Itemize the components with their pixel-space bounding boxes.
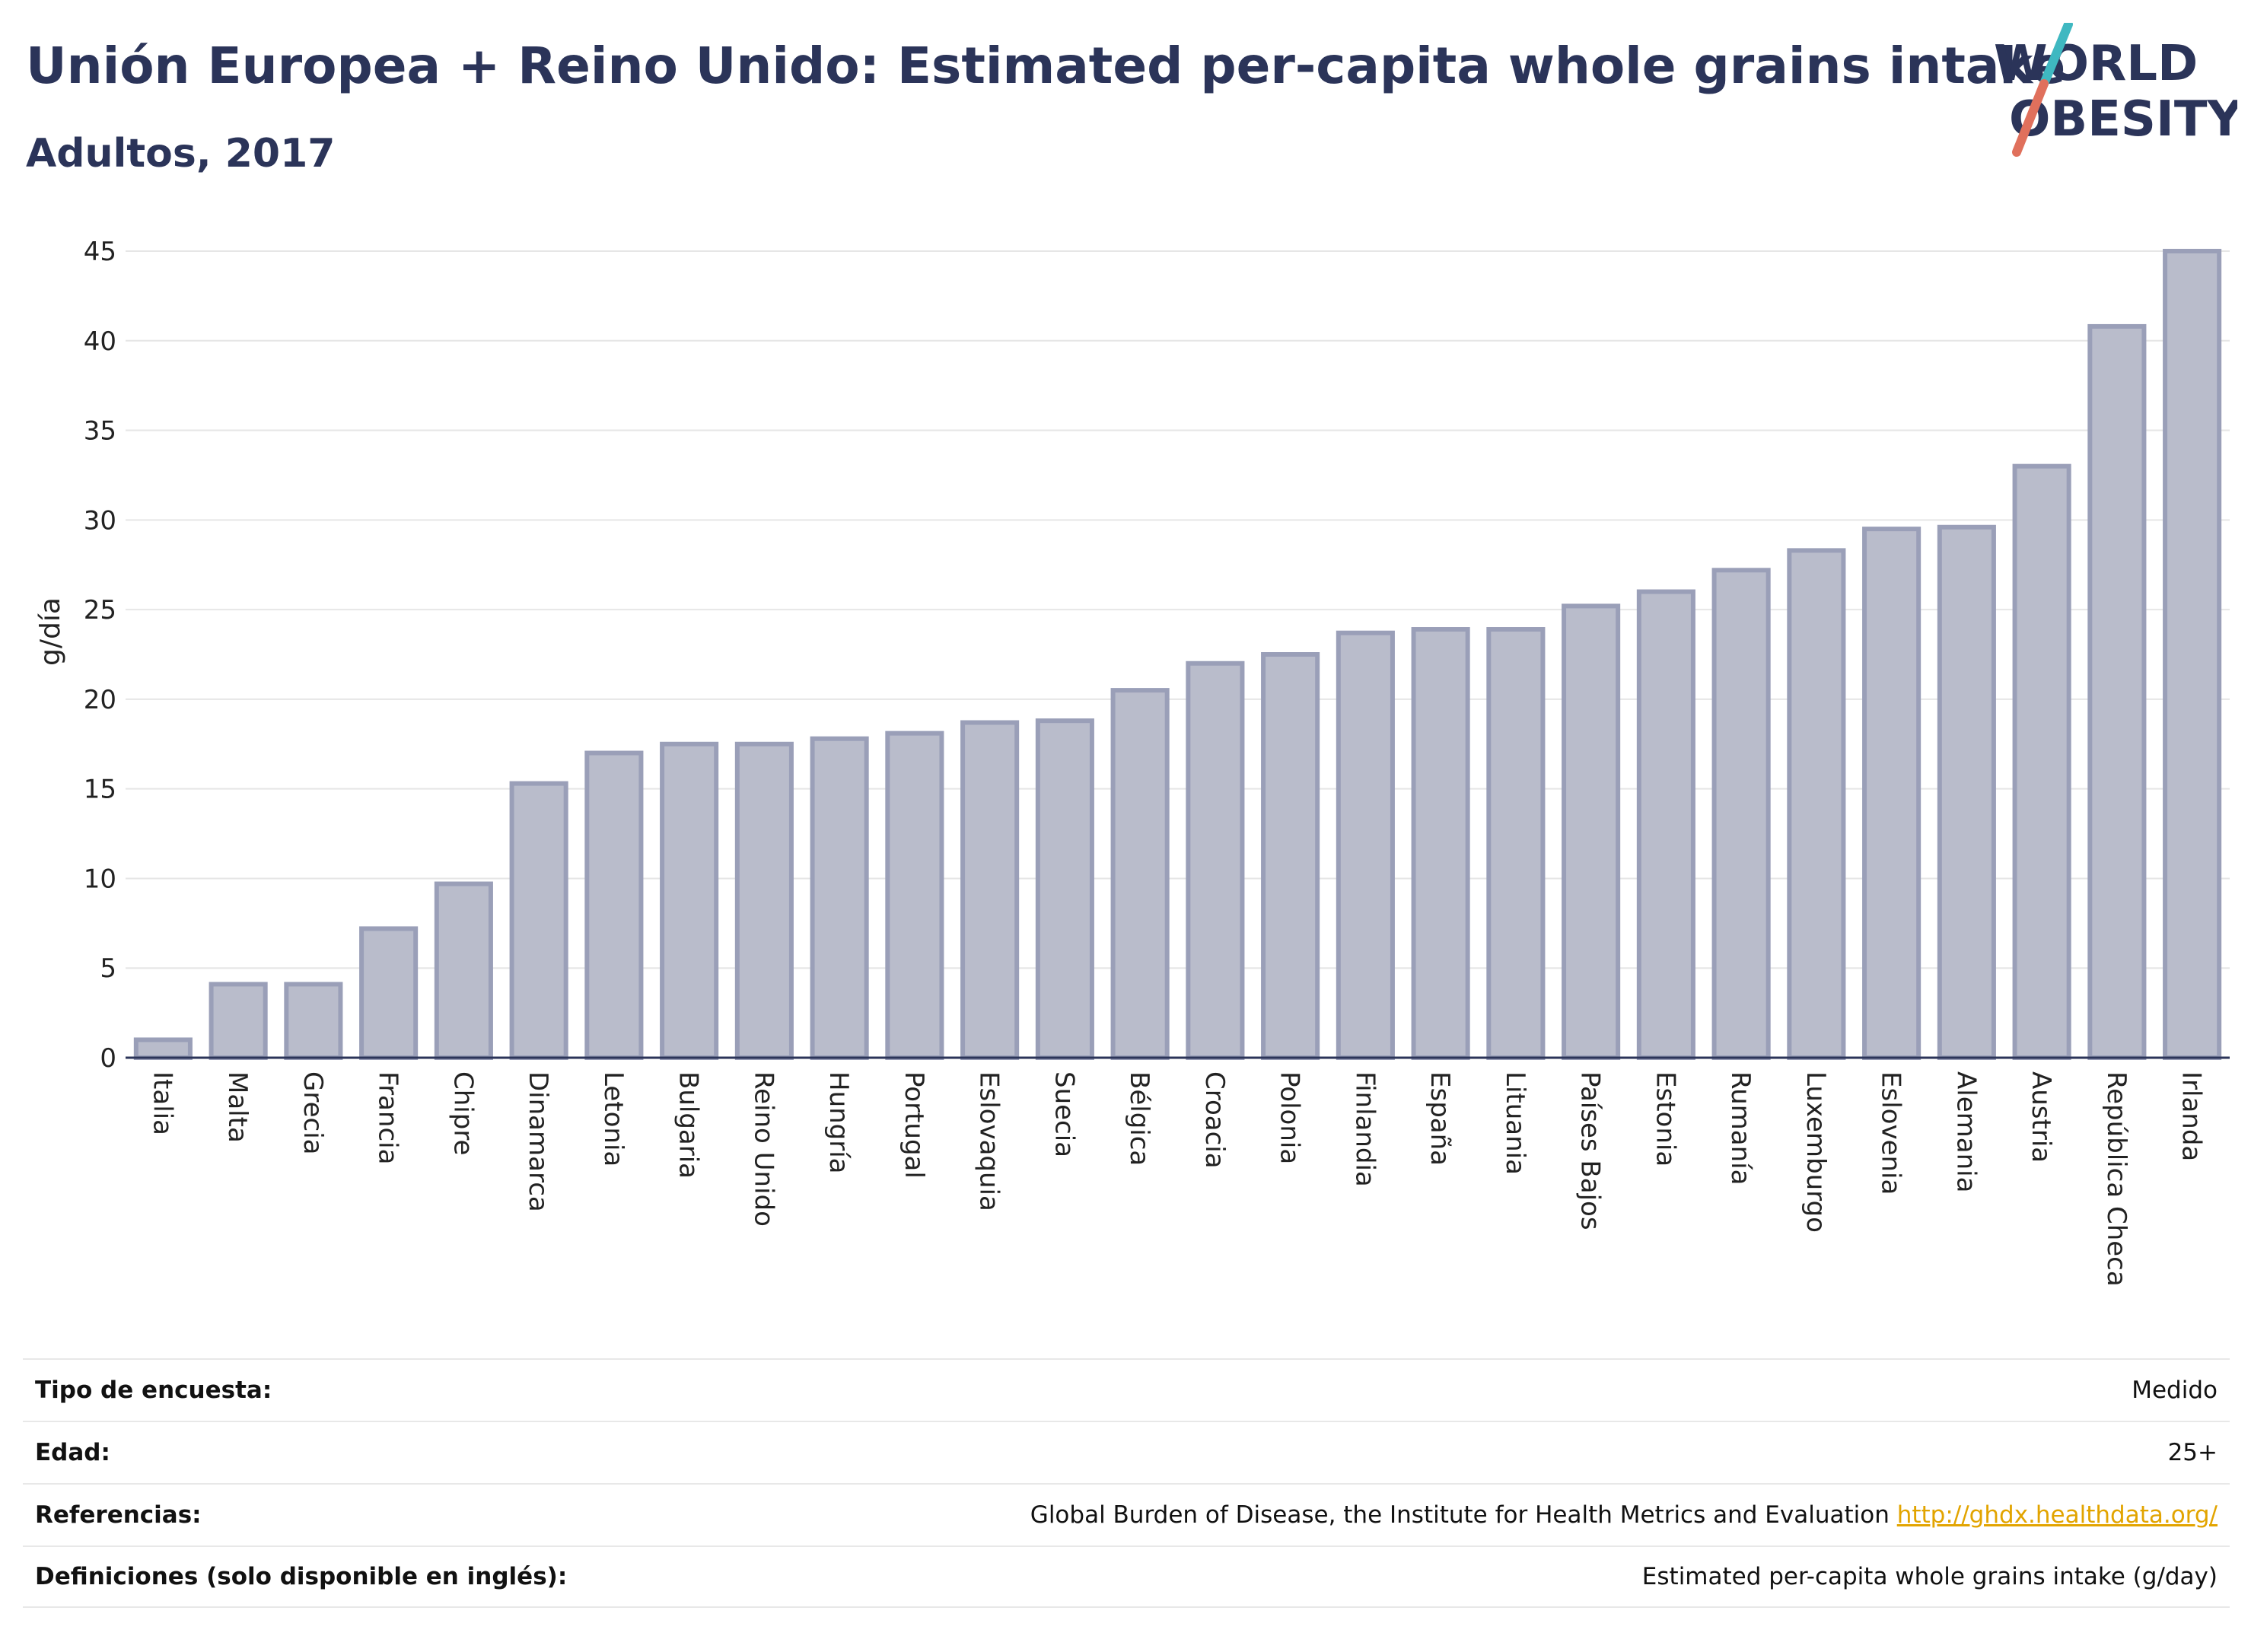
info-value: Medido [2132, 1377, 2218, 1404]
bar [660, 741, 719, 1060]
bar [584, 750, 644, 1060]
logo-line-2: OBESITY [2009, 91, 2237, 148]
x-tick-label: Alemania [1950, 1071, 1981, 1192]
info-value: Estimated per-capita whole grains intake… [1641, 1563, 2218, 1590]
info-row-survey-type: Tipo de encuesta: Medido [23, 1358, 2230, 1421]
x-axis-labels: Italia Malta Grecia Francia Chipre Dinamarca L… [147, 1071, 2206, 1287]
y-tick-label: 35 [84, 416, 116, 447]
x-tick-label: Estonia [1650, 1071, 1680, 1167]
x-tick-label: Francia [373, 1071, 403, 1164]
x-tick-label: Italia [147, 1071, 177, 1135]
bar [1711, 568, 1771, 1060]
bar [509, 781, 568, 1060]
y-tick-label: 5 [100, 953, 116, 984]
bar [1336, 630, 1395, 1060]
bar [284, 982, 343, 1061]
y-tick-label: 0 [100, 1043, 116, 1074]
chart-title: Unión Europea + Reino Unido: Estimated p… [26, 37, 2066, 95]
bar [734, 741, 794, 1060]
y-axis-ticks: 0 5 10 15 20 25 30 35 40 45 [84, 237, 116, 1074]
bar [1486, 627, 1546, 1060]
bar [885, 731, 944, 1061]
x-tick-label: Países Bajos [1575, 1071, 1606, 1230]
y-tick-label: 10 [84, 864, 116, 894]
bars [133, 249, 2222, 1061]
y-tick-label: 25 [84, 595, 116, 625]
x-tick-label: Croacia [1199, 1071, 1230, 1169]
bar [810, 736, 869, 1060]
info-label: Edad: [35, 1439, 110, 1466]
logo-slash-top [2039, 23, 2073, 88]
reference-text: Global Burden of Disease, the Institute … [1030, 1501, 1890, 1529]
info-table: Tipo de encuesta: Medido Edad: 25+ Refer… [23, 1358, 2230, 1608]
info-row-definitions: Definiciones (solo disponible en inglés)… [23, 1545, 2230, 1608]
bar [960, 720, 1020, 1060]
x-tick-label: Hungría [823, 1071, 854, 1174]
x-tick-label: Portugal [899, 1071, 929, 1179]
bar [1787, 548, 1846, 1060]
x-tick-label: Dinamarca [523, 1071, 553, 1212]
x-tick-label: España [1425, 1071, 1455, 1166]
x-tick-label: Austria [2026, 1071, 2056, 1163]
y-tick-label: 45 [84, 237, 116, 267]
bar [1937, 524, 1996, 1060]
info-row-references: Referencias: Global Burden of Disease, t… [23, 1483, 2230, 1545]
x-tick-label: Grecia [298, 1071, 328, 1154]
y-tick-label: 30 [84, 505, 116, 536]
bar [209, 982, 268, 1061]
x-tick-label: Lituania [1500, 1071, 1530, 1175]
bar [1186, 660, 1245, 1060]
x-tick-label: Letonia [598, 1071, 629, 1167]
y-tick-label: 15 [84, 775, 116, 805]
x-tick-label: Eslovenia [1876, 1071, 1906, 1195]
info-label: Definiciones (solo disponible en inglés)… [35, 1563, 568, 1590]
world-obesity-logo: WORLD OBESITY [1994, 23, 2237, 157]
bar [1411, 627, 1470, 1060]
logo-slash-bottom [2012, 79, 2049, 157]
bar [1636, 589, 1695, 1060]
info-value-references: Global Burden of Disease, the Institute … [1030, 1501, 2218, 1529]
chart-subtitle: Adultos, 2017 [26, 131, 336, 177]
x-tick-label: Chipre [447, 1071, 478, 1155]
x-tick-label: Bulgaria [673, 1071, 704, 1179]
bar [2163, 249, 2222, 1060]
y-axis-label: g/día [35, 597, 66, 666]
x-tick-label: Rumanía [1725, 1071, 1756, 1185]
x-tick-label: Polonia [1275, 1071, 1305, 1164]
x-tick-label: Reino Unido [748, 1071, 778, 1227]
bar [434, 881, 493, 1060]
bar [1261, 652, 1320, 1060]
y-tick-label: 20 [84, 685, 116, 715]
bar [1035, 718, 1094, 1061]
x-tick-label: Bélgica [1124, 1071, 1154, 1166]
logo-line-1: WORLD [1994, 36, 2198, 92]
info-row-age: Edad: 25+ [23, 1421, 2230, 1483]
x-tick-label: Eslovaquia [974, 1071, 1005, 1211]
bar [1862, 527, 1921, 1061]
info-label: Tipo de encuesta: [35, 1377, 272, 1404]
bar [1562, 603, 1621, 1060]
info-label: Referencias: [35, 1501, 202, 1529]
y-tick-label: 40 [84, 326, 116, 357]
bar [2087, 323, 2147, 1060]
bar-chart: 0 5 10 15 20 25 30 35 40 45 Italia Malta Grecia Fran… [35, 237, 2230, 1287]
bar [2012, 463, 2071, 1060]
bar [1110, 688, 1170, 1060]
x-tick-label: República Checa [2101, 1071, 2132, 1287]
x-tick-label: Finlandia [1349, 1071, 1380, 1187]
info-value: 25+ [2167, 1439, 2218, 1466]
x-tick-label: Suecia [1049, 1071, 1079, 1157]
bar [359, 926, 419, 1061]
x-tick-label: Malta [222, 1071, 253, 1143]
bar [133, 1037, 193, 1061]
x-tick-label: Luxemburgo [1800, 1071, 1831, 1233]
x-tick-label: Irlanda [2176, 1071, 2207, 1161]
reference-link[interactable]: http://ghdx.healthdata.org/ [1896, 1501, 2218, 1529]
